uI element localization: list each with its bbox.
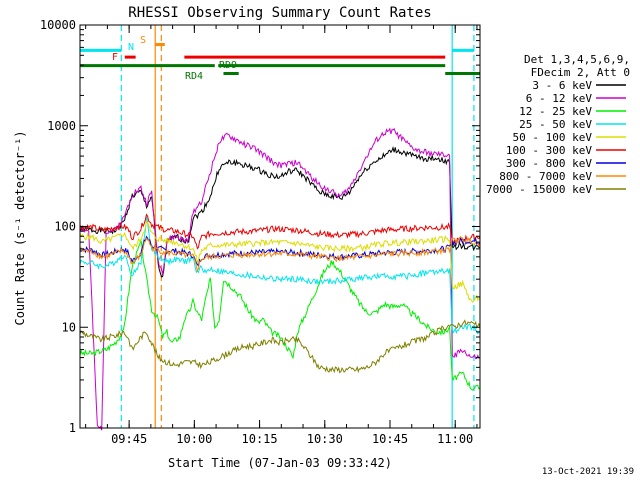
legend-title: FDecim 2, Att 0 <box>531 66 630 79</box>
legend-entry-label: 300 - 800 keV <box>506 157 592 170</box>
axes: 1 10 100 1000 10000 09:45 10:00 10:15 10:30 10:45… <box>40 18 481 446</box>
series-line <box>79 219 481 303</box>
x-tick-label: 10:15 <box>242 432 278 446</box>
flag-label: F <box>112 52 118 63</box>
series-line <box>79 239 481 391</box>
legend-entry-label: 12 - 25 keV <box>519 105 592 118</box>
x-tick-label: 10:00 <box>176 432 212 446</box>
y-axis-label: Count Rate (s⁻¹ detector⁻¹) <box>13 130 27 325</box>
series-line <box>79 213 481 250</box>
series-line <box>79 319 481 374</box>
y-tick-label: 1000 <box>47 119 76 133</box>
y-tick-label: 100 <box>54 220 76 234</box>
legend-entry-label: 3 - 6 keV <box>532 79 592 92</box>
flag-label: RD9 <box>219 60 237 71</box>
series-line <box>79 145 481 278</box>
legend-entry-label: 100 - 300 keV <box>506 144 592 157</box>
flag-label: N <box>128 42 134 53</box>
legend-entry-label: 800 - 7000 keV <box>499 170 592 183</box>
legend-entry-label: 6 - 12 keV <box>526 92 593 105</box>
legend-entry-label: 7000 - 15000 keV <box>486 183 592 196</box>
series-line <box>79 216 481 335</box>
flag-label: S <box>140 35 146 46</box>
y-tick-label: 1 <box>69 421 76 435</box>
plot-area: NS F RD9 RD4 <box>79 25 481 431</box>
x-tick-label: 09:45 <box>111 432 147 446</box>
footer-date: 13-Oct-2021 19:39 <box>541 467 634 477</box>
legend: Det 1,3,4,5,6,9,FDecim 2, Att 03 - 6 keV… <box>486 53 630 196</box>
y-tick-label: 10 <box>62 320 76 334</box>
legend-entry-label: 25 - 50 keV <box>519 118 592 131</box>
x-axis-label: Start Time (07-Jan-03 09:33:42) <box>168 456 392 470</box>
x-tick-label: 11:00 <box>437 432 473 446</box>
series-line <box>79 127 481 431</box>
x-tick-label: 10:30 <box>307 432 343 446</box>
legend-entry-label: 50 - 100 keV <box>513 131 593 144</box>
y-tick-label: 10000 <box>40 18 76 32</box>
flag-label: RD4 <box>185 71 203 82</box>
legend-title: Det 1,3,4,5,6,9, <box>524 53 630 66</box>
x-tick-label: 10:45 <box>372 432 408 446</box>
chart-title: RHESSI Observing Summary Count Rates <box>128 5 431 21</box>
series-line <box>79 236 481 273</box>
